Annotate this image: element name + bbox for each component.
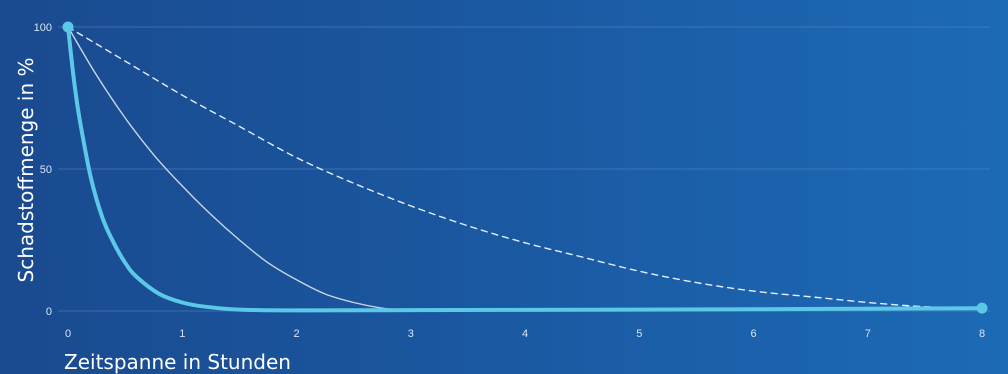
series-line-thin [67,26,412,312]
x-tick-label: 2 [293,328,299,340]
series-line-dashed [67,26,983,309]
end-point-marker [976,302,988,314]
x-tick-label: 6 [750,328,756,340]
y-axis-label: Schadstoffmenge in % [14,57,38,282]
x-tick-label: 8 [979,328,985,340]
x-tick-label: 4 [522,328,528,340]
x-tick-label: 1 [179,328,185,340]
marker-group [62,21,988,314]
start-point-marker [62,21,74,33]
grid [58,26,990,312]
x-tick-label: 3 [408,328,414,340]
series-line-thick [66,25,984,313]
y-tick-label: 100 [34,22,52,34]
series-group [66,25,984,313]
y-tick-label: 0 [46,306,52,318]
y-axis-ticks: 0 50 100 [34,22,52,318]
x-tick-label: 0 [65,328,71,340]
x-axis-label: Zeitspanne in Stunden [64,350,291,374]
x-axis-ticks: 0 1 2 3 4 5 6 7 8 [65,328,985,340]
x-tick-label: 5 [636,328,642,340]
x-tick-label: 7 [865,328,871,340]
y-tick-label: 50 [40,164,52,176]
